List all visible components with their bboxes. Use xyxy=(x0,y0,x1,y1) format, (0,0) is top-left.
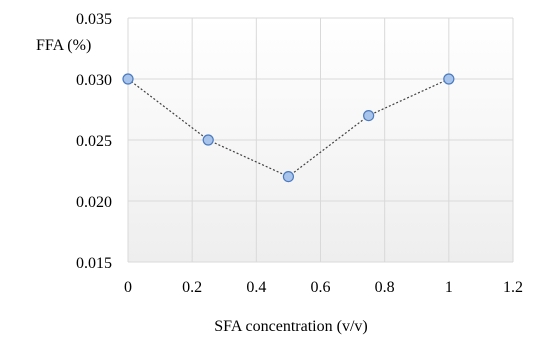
y-tick-label: 0.035 xyxy=(76,11,112,28)
tick-labels: 0 0.2 0.4 0.6 0.8 1 1.2 0.015 0.020 0.025 0.030 0.0… xyxy=(76,11,523,296)
series-layer xyxy=(122,73,455,183)
data-point xyxy=(282,171,295,183)
data-point xyxy=(443,73,455,85)
data-point xyxy=(202,134,214,146)
y-tick-label: 0.030 xyxy=(76,72,112,89)
y-tick-label: 0.020 xyxy=(76,194,112,211)
data-point xyxy=(122,73,134,85)
y-tick-label: 0.015 xyxy=(76,255,112,272)
x-tick-label: 1 xyxy=(445,279,453,296)
x-tick-label: 0.2 xyxy=(182,279,202,296)
y-axis-title: FFA (%) xyxy=(36,37,91,54)
x-tick-label: 0 xyxy=(124,279,132,296)
x-axis-title: SFA concentration (v/v) xyxy=(214,318,367,335)
y-tick-label: 0.025 xyxy=(76,133,112,150)
x-tick-label: 0.8 xyxy=(375,279,395,296)
x-tick-label: 0.4 xyxy=(246,279,266,296)
data-point xyxy=(363,109,375,122)
x-tick-label: 1.2 xyxy=(503,279,523,296)
x-tick-label: 0.6 xyxy=(311,279,331,296)
